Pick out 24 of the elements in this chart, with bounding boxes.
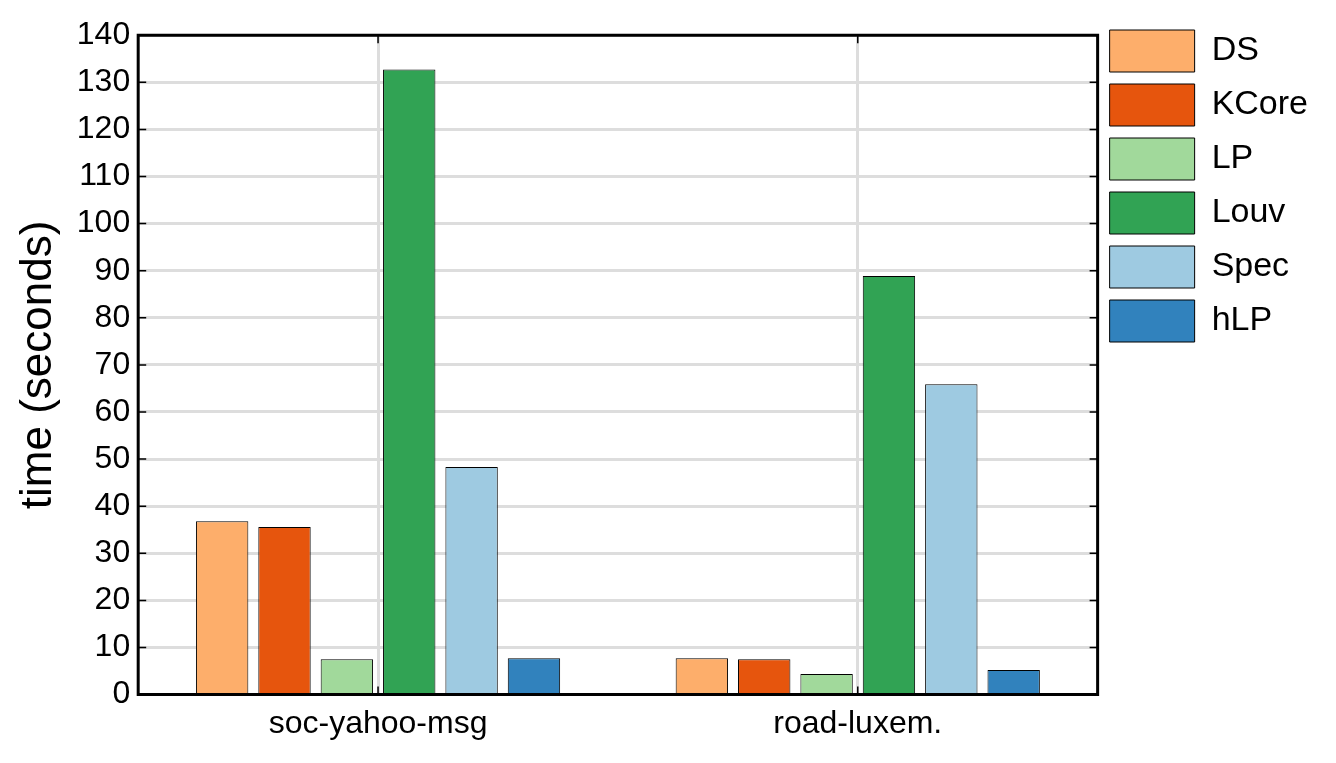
y-tick-label: 40 xyxy=(94,486,131,523)
y-tick-label: 10 xyxy=(94,627,131,664)
y-tick-label: 90 xyxy=(94,250,131,287)
y-axis-title: time (seconds) xyxy=(10,220,60,510)
y-tick-label: 0 xyxy=(112,674,131,711)
y-tick-label: 80 xyxy=(94,297,131,334)
y-tick-label: 100 xyxy=(76,203,131,240)
legend-label: LP xyxy=(1211,137,1254,176)
y-tick-label: 30 xyxy=(94,533,131,570)
legend-label: Louv xyxy=(1211,191,1286,230)
y-tick-label: 110 xyxy=(79,156,131,193)
x-tick-label: road-luxem. xyxy=(773,703,943,740)
legend-label: DS xyxy=(1211,29,1259,68)
y-tick-label: 20 xyxy=(94,580,131,617)
y-tick-label: 60 xyxy=(94,391,131,428)
legend-label: hLP xyxy=(1211,299,1273,338)
legend-label: KCore xyxy=(1211,83,1308,122)
y-tick-label: 140 xyxy=(76,15,131,52)
y-tick-label: 50 xyxy=(94,438,131,475)
x-tick-label: soc-yahoo-msg xyxy=(268,703,488,740)
y-tick-label: 130 xyxy=(76,62,131,99)
legend-label: Spec xyxy=(1211,245,1290,284)
y-tick-label: 70 xyxy=(94,344,131,381)
y-tick-label: 120 xyxy=(76,109,131,146)
